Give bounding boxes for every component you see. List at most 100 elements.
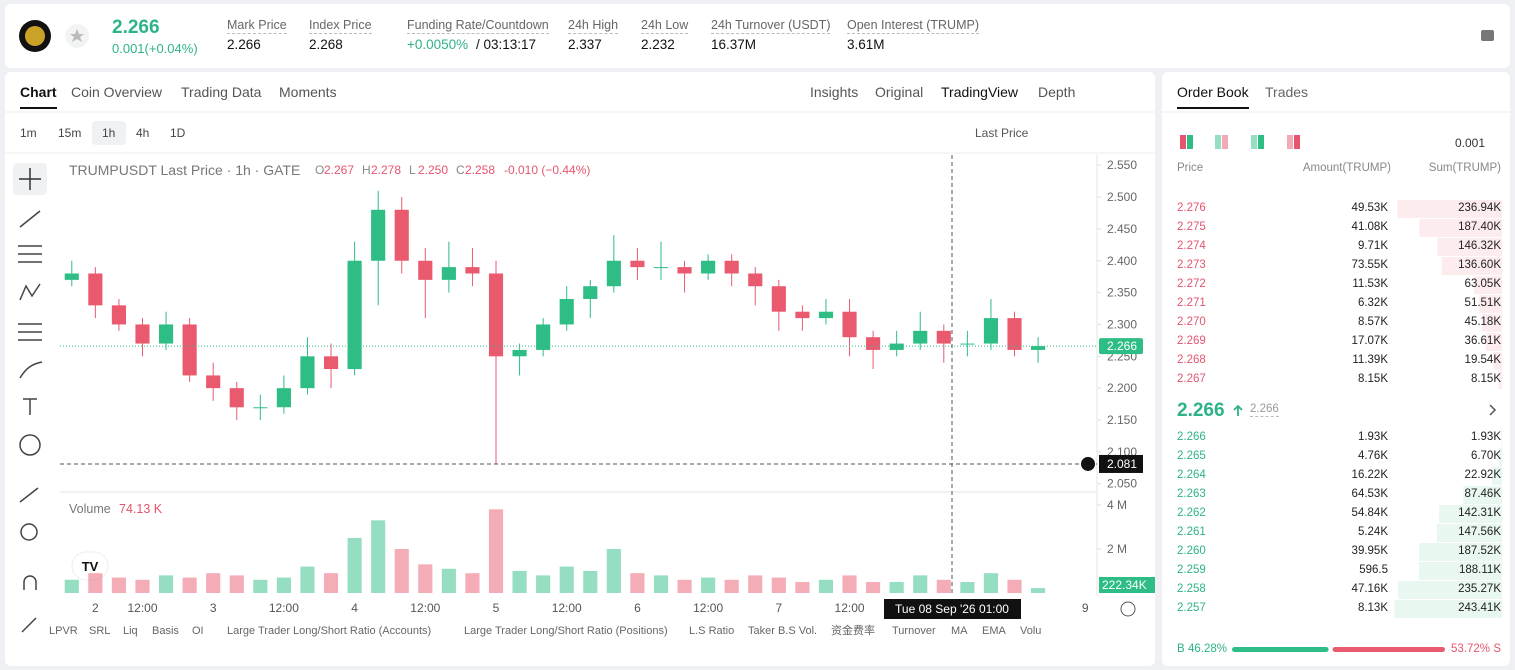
indicator[interactable]: Taker B.S Vol. <box>748 625 818 637</box>
indicator[interactable]: L.S Ratio <box>689 625 735 637</box>
volume-bar <box>206 573 221 593</box>
candle-body <box>771 286 786 312</box>
interval[interactable]: 1D <box>170 126 186 140</box>
settings-icon[interactable] <box>1120 601 1136 617</box>
volume-title: Volume <box>69 502 111 516</box>
candle-body <box>866 337 881 350</box>
volume-bar <box>64 579 79 593</box>
legend-key: L <box>409 163 416 177</box>
volume-bar <box>936 579 951 593</box>
notes-icon[interactable] <box>1481 30 1494 41</box>
indicator[interactable]: MA <box>951 625 968 637</box>
volume-bar <box>1007 579 1022 593</box>
interval[interactable]: 15m <box>58 126 82 140</box>
legend-key: C <box>456 163 465 177</box>
precision-select[interactable]: 0.001 <box>1455 136 1486 150</box>
tab[interactable]: Chart <box>20 85 57 109</box>
indicator[interactable]: 资金费率 <box>831 625 875 637</box>
chevron <box>1489 404 1497 416</box>
crosshair-time-label: Tue 08 Sep '26 01:00 <box>895 602 1009 616</box>
volume-bar <box>1031 588 1046 593</box>
sum: 146.32K <box>1458 240 1501 252</box>
candle-body <box>960 343 975 345</box>
price: 2.264 <box>1177 469 1206 481</box>
indicator[interactable]: Liq <box>123 625 138 637</box>
layout-icons <box>1180 135 1300 149</box>
interval[interactable]: 4h <box>136 126 150 140</box>
candle-body <box>418 260 433 280</box>
price: 2.273 <box>1177 259 1206 271</box>
candle-body <box>913 330 928 344</box>
sell-pct: 53.72% <box>1450 643 1490 655</box>
sum: 87.46K <box>1464 488 1501 500</box>
volume-bar <box>960 581 975 593</box>
buy-pct: 46.28% <box>1188 643 1228 655</box>
tab[interactable]: Order Book <box>1177 85 1249 109</box>
interval[interactable]: 1h <box>102 126 116 140</box>
drawing-tools <box>18 210 43 633</box>
y-tick-label: 2.050 <box>1107 477 1137 491</box>
stat-label: Mark Price <box>227 18 287 34</box>
volume-bar <box>418 564 433 593</box>
indicator[interactable]: EMA <box>982 625 1006 637</box>
y-tick-label: 2.300 <box>1107 317 1137 331</box>
depth-bar <box>1479 295 1502 313</box>
amount: 9.71K <box>1357 240 1388 252</box>
price: 2.259 <box>1177 564 1206 576</box>
star-icon <box>70 29 84 42</box>
volume-bar <box>701 577 716 593</box>
indicator[interactable]: OI <box>192 625 204 637</box>
amount: 8.15K <box>1357 373 1388 385</box>
sum: 243.41K <box>1458 602 1501 614</box>
x-tick-label: 4 <box>351 601 358 615</box>
candle-body <box>64 273 79 280</box>
indicator[interactable]: Basis <box>152 625 179 637</box>
depth-bar <box>1439 505 1502 523</box>
depth-bar <box>1394 600 1502 618</box>
sum: 36.61K <box>1464 335 1501 347</box>
x-tick-label: 12:00 <box>127 601 157 615</box>
price: 2.276 <box>1177 202 1206 214</box>
view-tab[interactable]: Depth <box>1038 84 1076 100</box>
view-tab[interactable]: Insights <box>810 84 859 100</box>
price: 2.270 <box>1177 316 1206 328</box>
indicator[interactable]: Large Trader Long/Short Ratio (Accounts) <box>227 625 432 637</box>
volume-bar <box>583 570 598 593</box>
price-change: 0.001(+0.04%) <box>112 41 198 56</box>
tab[interactable]: Moments <box>279 84 337 100</box>
volume-bar <box>488 509 504 593</box>
volume-bar <box>182 577 197 593</box>
interval-selected <box>92 121 126 145</box>
volume-bar <box>889 581 904 593</box>
indicator[interactable]: LPVR <box>49 625 78 637</box>
tab[interactable]: Coin Overview <box>71 84 163 100</box>
indicator[interactable]: Turnover <box>892 625 936 637</box>
interval[interactable]: 1m <box>20 126 37 140</box>
indicator[interactable]: SRL <box>89 625 111 637</box>
view-tab[interactable]: TradingView <box>941 84 1019 100</box>
sum: 8.15K <box>1470 373 1501 385</box>
volume-bar <box>394 548 409 593</box>
indicator[interactable]: Large Trader Long/Short Ratio (Positions… <box>464 625 668 637</box>
legend-value: 2.258 <box>465 163 496 177</box>
amount: 49.53K <box>1351 202 1388 214</box>
indicator[interactable]: Volu <box>1020 625 1042 637</box>
tab[interactable]: Trading Data <box>181 84 262 100</box>
volume-bar <box>677 579 692 593</box>
depth-bar <box>1498 371 1502 389</box>
volume-bar <box>371 520 386 593</box>
buy-label: B <box>1177 643 1185 655</box>
stat-label: 24h Low <box>641 18 689 34</box>
sum: 136.60K <box>1458 259 1501 271</box>
mid-price: 2.266 <box>1177 400 1225 421</box>
candle-body <box>583 286 598 299</box>
amount: 47.16K <box>1351 583 1388 595</box>
legend-key: O <box>315 163 325 177</box>
crosshair-price-label: 2.081 <box>1107 457 1137 471</box>
candle-body <box>677 267 692 274</box>
legend-change: -0.010 (−0.44%) <box>504 163 591 177</box>
volume-last-label: 222.34K <box>1102 578 1147 592</box>
price-type-select[interactable]: Last Price <box>975 126 1029 140</box>
tab[interactable]: Trades <box>1265 84 1309 100</box>
view-tab[interactable]: Original <box>875 84 924 100</box>
